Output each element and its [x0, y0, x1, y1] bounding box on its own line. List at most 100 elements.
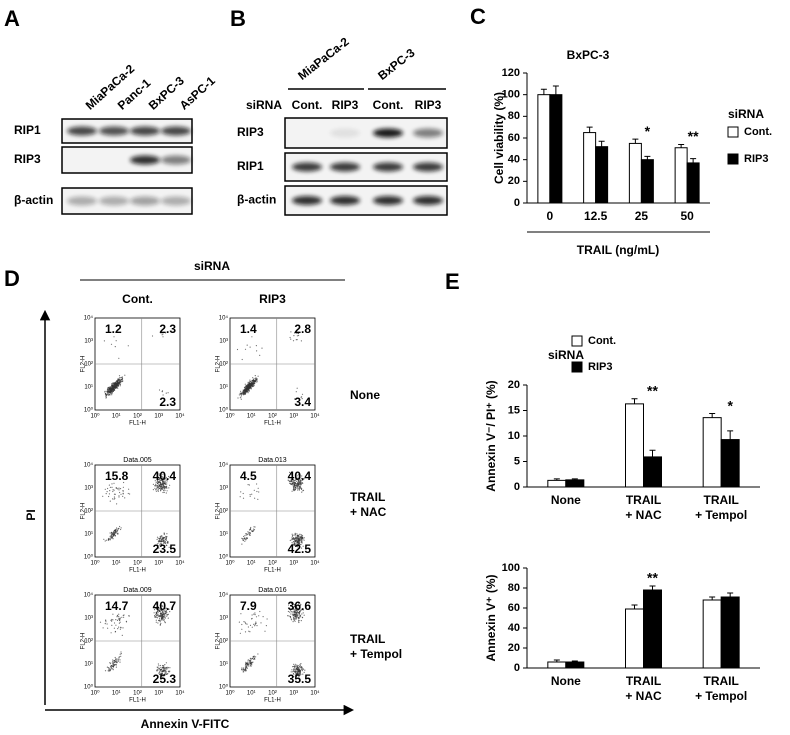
- event-dot: [292, 607, 294, 609]
- event-dot: [116, 616, 118, 618]
- event-dot: [165, 612, 167, 614]
- event-dot: [297, 485, 299, 487]
- sirna-lane: Cont.: [292, 98, 323, 112]
- event-dot: [300, 620, 302, 622]
- event-dot: [163, 619, 165, 621]
- event-dot: [163, 476, 165, 479]
- event-dot: [162, 336, 164, 338]
- event-dot: [109, 500, 111, 502]
- event-dot: [289, 616, 291, 618]
- event-dot: [252, 382, 254, 384]
- event-dot: [105, 539, 107, 541]
- y-tick-label: 80: [508, 110, 520, 122]
- event-dots: [238, 601, 306, 678]
- event-dot: [164, 615, 166, 617]
- event-dot: [115, 386, 118, 388]
- event-dot: [300, 537, 302, 539]
- panel-letter: B: [230, 6, 246, 31]
- event-dot: [120, 377, 122, 379]
- blot-band: [161, 126, 191, 136]
- event-dot: [297, 604, 299, 606]
- event-dot: [154, 480, 156, 482]
- event-dot: [244, 537, 246, 539]
- event-dot: [119, 379, 121, 381]
- event-dot: [298, 607, 300, 610]
- event-dot: [299, 665, 301, 667]
- event-dot: [254, 526, 256, 528]
- event-dot: [155, 481, 157, 483]
- event-dot: [244, 390, 246, 392]
- blot-band: [130, 196, 160, 206]
- event-dot: [296, 607, 298, 609]
- error-bar: [727, 430, 734, 440]
- event-dot: [302, 537, 304, 540]
- event-dot: [116, 385, 118, 387]
- event-dot: [287, 615, 289, 617]
- event-dot: [115, 660, 117, 663]
- event-dot: [112, 661, 114, 663]
- event-dot: [297, 665, 299, 667]
- blot-band: [330, 196, 360, 205]
- event-dot: [247, 533, 249, 535]
- event-dot: [156, 538, 158, 541]
- event-dot: [302, 545, 304, 547]
- legend-swatch: [571, 361, 583, 373]
- event-dot: [244, 535, 246, 537]
- event-dot: [111, 665, 113, 667]
- event-dot: [155, 611, 157, 614]
- event-dot: [156, 670, 158, 672]
- event-dot: [297, 539, 299, 542]
- event-dot: [252, 658, 254, 660]
- event-dot: [114, 529, 116, 531]
- log-tick: 10⁴: [175, 413, 185, 420]
- log-tick: 10¹: [112, 561, 121, 567]
- log-tick: 10⁰: [84, 684, 94, 691]
- y-tick-label: 0: [514, 197, 520, 209]
- error-bar: [571, 660, 578, 662]
- log-tick: 10¹: [247, 691, 256, 697]
- event-dot: [290, 613, 292, 615]
- y-tick-label: 20: [508, 379, 520, 391]
- event-dot: [112, 669, 114, 671]
- event-dot: [299, 604, 302, 606]
- event-dot: [162, 618, 164, 620]
- event-dot: [302, 490, 304, 492]
- chart-title: BxPC-3: [567, 48, 610, 62]
- quadrant-value: 7.9: [240, 599, 257, 613]
- event-dot: [303, 539, 305, 541]
- event-dot: [121, 376, 123, 378]
- event-dot: [158, 481, 160, 483]
- event-dot: [162, 541, 164, 543]
- event-dot: [107, 391, 109, 393]
- event-dot: [252, 377, 254, 379]
- event-dot: [162, 671, 164, 673]
- event-dot: [160, 535, 162, 537]
- event-dot: [299, 533, 301, 535]
- event-dot: [110, 666, 112, 668]
- event-dot: [155, 606, 157, 609]
- event-dot: [292, 340, 295, 342]
- plot-x-label: FL1-H: [129, 421, 146, 427]
- event-dot: [260, 622, 262, 624]
- event-dot: [299, 475, 301, 477]
- bar: [674, 147, 688, 204]
- log-tick: 10²: [219, 639, 228, 645]
- event-dot: [295, 479, 297, 481]
- event-dot: [111, 620, 113, 622]
- event-dots: [103, 332, 169, 399]
- event-dot: [161, 664, 164, 667]
- event-dot: [245, 661, 247, 664]
- event-dot: [249, 346, 251, 348]
- event-dot: [155, 613, 157, 615]
- y-axis-label: Annexin V⁻/ PI⁺ (%): [484, 380, 498, 491]
- event-dot: [250, 383, 252, 385]
- event-dot: [159, 673, 161, 675]
- event-dot: [295, 478, 297, 480]
- event-dot: [115, 662, 117, 664]
- event-dot: [157, 614, 159, 616]
- event-dot: [115, 340, 117, 342]
- event-dot: [290, 483, 293, 486]
- error-bar: [571, 478, 578, 480]
- event-dot: [293, 605, 296, 608]
- event-dot: [240, 398, 242, 400]
